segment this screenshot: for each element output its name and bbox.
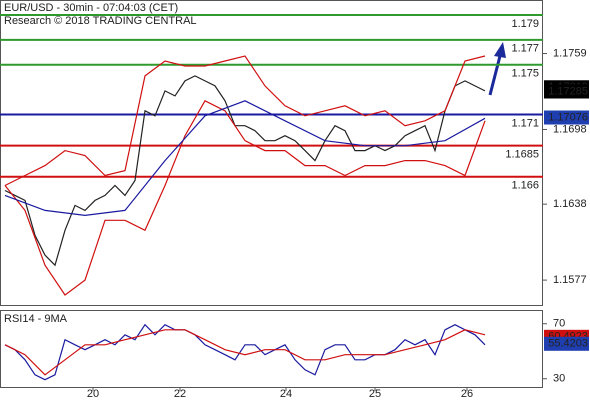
y-tick-label: 30	[553, 373, 565, 385]
x-tick-label: 20	[87, 388, 99, 400]
price-tag-label: 55.4203	[548, 338, 588, 350]
y-tick-label: 1.1577	[553, 274, 587, 286]
series-line	[4, 75, 486, 267]
price-frame	[0, 0, 543, 306]
price-tag-label: 1.17076	[548, 111, 588, 123]
level-label: 1.175	[511, 68, 539, 80]
x-tick-label: 25	[369, 388, 381, 400]
rsi-frame	[0, 310, 543, 388]
level-label: 1.166	[511, 180, 539, 192]
series-line	[4, 100, 486, 296]
y-tick-label: 1.1698	[553, 123, 587, 135]
series-line	[4, 329, 486, 376]
series-line	[4, 55, 486, 187]
price-tag	[544, 110, 589, 125]
x-tick-label: 22	[174, 388, 186, 400]
chart-title: EUR/USD - 30min - 07:04:03 (CET)	[4, 2, 178, 14]
arrow-shaft	[488, 51, 503, 96]
level-label: 1.1685	[505, 149, 539, 161]
series-line	[4, 323, 486, 381]
arrow-head	[494, 42, 506, 58]
x-tick-label: 24	[280, 388, 292, 400]
y-tick-label: 1.1759	[553, 47, 587, 59]
level-label: 1.171	[511, 117, 539, 129]
level-label: 1.179	[511, 18, 539, 30]
y-tick-label: 70	[553, 318, 565, 330]
arrow	[488, 42, 506, 96]
y-tick-label: 1.1638	[553, 198, 587, 210]
rsi-title: RSI14 - 9MA	[4, 313, 68, 325]
chart-subtitle: Research © 2018 TRADING CENTRAL	[4, 15, 197, 27]
series-line	[4, 100, 486, 217]
level-label: 1.177	[511, 43, 539, 55]
price-tag	[544, 336, 589, 351]
price-tag	[544, 84, 589, 99]
x-tick-label: 26	[461, 388, 473, 400]
price-tag-label: 1.17285	[548, 85, 588, 97]
